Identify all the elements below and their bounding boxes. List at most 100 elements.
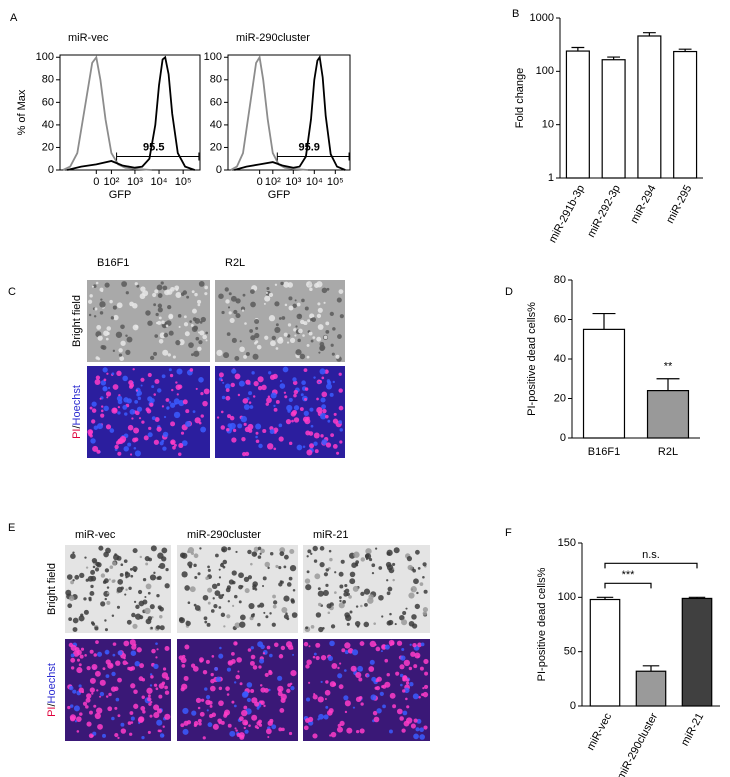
- cell: [394, 623, 397, 626]
- cell: [166, 406, 170, 410]
- cell: [147, 396, 153, 402]
- cell: [159, 562, 166, 570]
- cell: [185, 409, 190, 414]
- cell: [154, 289, 159, 294]
- cell: [226, 693, 230, 696]
- cell: [387, 586, 393, 592]
- cell: [139, 615, 144, 620]
- y-tick-label: 20: [554, 392, 566, 404]
- cell: [340, 559, 345, 564]
- bar: [635, 670, 667, 707]
- cell: [264, 561, 270, 568]
- cell: [156, 719, 163, 726]
- y-tick-label: 150: [558, 537, 576, 549]
- cell: [89, 677, 96, 684]
- cell: [316, 281, 323, 288]
- cell: [379, 691, 384, 697]
- cell: [123, 640, 130, 647]
- cell: [422, 687, 425, 690]
- cell: [108, 692, 112, 697]
- cell: [258, 443, 263, 449]
- cell: [251, 371, 255, 375]
- cell: [321, 439, 328, 446]
- cell: [355, 605, 359, 608]
- cell: [200, 426, 207, 433]
- cell: [237, 670, 240, 673]
- cell: [259, 602, 265, 608]
- cell: [130, 650, 137, 656]
- cell: [165, 398, 170, 402]
- cell: [204, 292, 208, 296]
- error-bar: [642, 32, 656, 36]
- cell: [308, 331, 313, 336]
- cell: [277, 685, 284, 693]
- cell: [231, 337, 237, 344]
- cell: [234, 373, 241, 380]
- cell: [91, 285, 95, 288]
- cell: [78, 615, 85, 622]
- panel-letter: C: [8, 286, 16, 298]
- cell: [204, 620, 208, 624]
- gate-percent: 95.5: [143, 141, 164, 153]
- cell: [254, 318, 260, 324]
- cell: [210, 609, 215, 613]
- cell: [250, 613, 255, 618]
- cell: [373, 716, 380, 723]
- cell: [416, 718, 422, 724]
- cell: [159, 606, 164, 612]
- cell: [156, 648, 159, 651]
- cell: [120, 340, 126, 346]
- cell: [279, 708, 285, 713]
- error-bar: [607, 56, 621, 60]
- cell: [170, 439, 176, 445]
- cell: [182, 707, 189, 715]
- cell: [231, 368, 237, 374]
- histogram-line: [230, 54, 309, 171]
- cell: [145, 562, 149, 566]
- cell: [402, 710, 408, 716]
- cell: [194, 575, 198, 579]
- cell: [248, 401, 252, 404]
- y-tick-label: 0: [216, 164, 222, 176]
- error-bar: [571, 46, 585, 52]
- cell: [76, 658, 81, 662]
- cell: [106, 586, 110, 589]
- cell: [160, 281, 164, 285]
- cell: [380, 650, 383, 653]
- gate: [116, 152, 200, 161]
- cell: [91, 664, 98, 671]
- cell: [400, 683, 403, 687]
- cell: [360, 591, 365, 596]
- cell: [69, 685, 74, 691]
- cell: [165, 676, 170, 681]
- x-tick-label: B16F1: [588, 446, 620, 458]
- cell: [406, 705, 410, 709]
- cell: [231, 437, 237, 443]
- cell: [126, 336, 133, 343]
- cell: [149, 402, 154, 407]
- cell: [319, 562, 325, 568]
- cell: [182, 654, 186, 659]
- cell: [244, 588, 250, 594]
- cell: [212, 723, 219, 730]
- cell: [386, 672, 390, 677]
- cell: [221, 310, 225, 315]
- cell: [126, 619, 132, 625]
- cell: [293, 405, 300, 411]
- cell: [303, 641, 309, 647]
- cell: [386, 549, 393, 556]
- cell: [192, 308, 197, 314]
- bar: [582, 328, 626, 439]
- cell: [94, 712, 101, 720]
- cell: [76, 667, 83, 674]
- cell: [197, 572, 201, 576]
- y-tick-label: 10: [542, 119, 554, 131]
- cell: [288, 296, 293, 301]
- x-tick-label: miR-295: [664, 183, 694, 225]
- cell: [106, 600, 111, 605]
- cell: [257, 385, 263, 391]
- cell: [254, 701, 260, 707]
- cell: [161, 320, 165, 325]
- cell: [327, 655, 334, 662]
- cell: [76, 730, 80, 733]
